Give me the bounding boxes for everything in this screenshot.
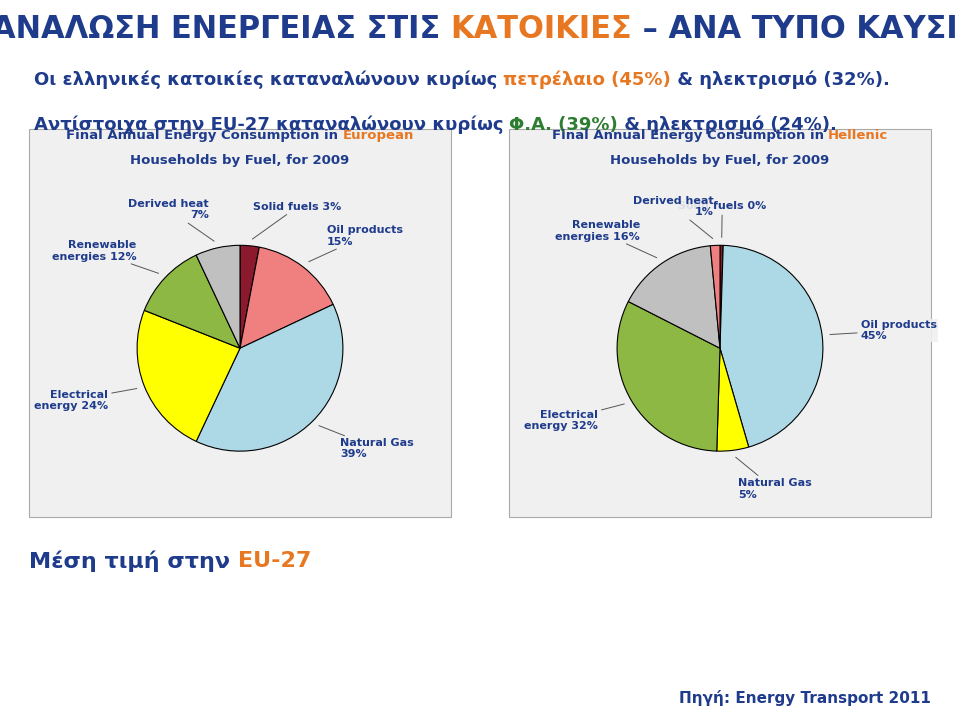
Wedge shape	[240, 247, 333, 348]
Text: Αντίστοιχα στην EU-27 καταναλώνουν κυρίως: Αντίστοιχα στην EU-27 καταναλώνουν κυρίω…	[34, 116, 510, 134]
Text: & ηλεκτρισμό (32%).: & ηλεκτρισμό (32%).	[671, 71, 890, 89]
Text: Final Annual Energy Consumption in: Final Annual Energy Consumption in	[66, 129, 343, 142]
Text: Households by Fuel, for 2009: Households by Fuel, for 2009	[131, 154, 349, 167]
Text: πετρέλαιο (45%): πετρέλαιο (45%)	[503, 71, 671, 89]
Text: Hellenic: Hellenic	[828, 129, 888, 142]
Text: Electrical
energy 24%: Electrical energy 24%	[34, 388, 136, 411]
Text: Oil products
45%: Oil products 45%	[830, 320, 937, 341]
Wedge shape	[240, 246, 259, 348]
Text: Oil products
15%: Oil products 15%	[309, 225, 403, 261]
Wedge shape	[720, 246, 723, 348]
Text: Renewable
energies 12%: Renewable energies 12%	[52, 241, 158, 274]
Text: Πηγή: Energy Transport 2011: Πηγή: Energy Transport 2011	[680, 690, 931, 706]
Wedge shape	[617, 302, 720, 451]
Wedge shape	[196, 246, 240, 348]
Text: EU-27: EU-27	[237, 551, 311, 572]
Text: Natural Gas
39%: Natural Gas 39%	[319, 426, 414, 460]
Text: European: European	[343, 129, 414, 142]
Text: & ηλεκτρισμό (24%).: & ηλεκτρισμό (24%).	[618, 116, 837, 134]
Text: Electrical
energy 32%: Electrical energy 32%	[524, 404, 624, 432]
Text: Derived heat
1%: Derived heat 1%	[633, 195, 713, 238]
Text: Solid fuels 3%: Solid fuels 3%	[252, 202, 342, 239]
Text: ΚΑΤΑΝΑΛΩΣΗ ΕΝΕΡΓΕΙΑΣ ΣΤΙΣ: ΚΑΤΑΝΑΛΩΣΗ ΕΝΕΡΓΕΙΑΣ ΣΤΙΣ	[0, 14, 450, 44]
Text: Renewable
energies 16%: Renewable energies 16%	[556, 220, 657, 258]
Text: Φ.Α. (39%): Φ.Α. (39%)	[510, 116, 618, 134]
Text: Solid fuels 0%: Solid fuels 0%	[678, 201, 766, 238]
Text: Οι ελληνικές κατοικίες καταναλώνουν κυρίως: Οι ελληνικές κατοικίες καταναλώνουν κυρί…	[34, 71, 503, 89]
Text: ΚΑΤΟΙΚΙΕΣ: ΚΑΤΟΙΚΙΕΣ	[450, 14, 633, 44]
Wedge shape	[196, 304, 343, 451]
Wedge shape	[628, 246, 720, 348]
Wedge shape	[710, 246, 720, 348]
Wedge shape	[137, 310, 240, 442]
Text: Final Annual Energy Consumption in: Final Annual Energy Consumption in	[552, 129, 828, 142]
Text: – ΑΝΑ ΤΥΠΟ ΚΑΥΣΙΜΟΥ: – ΑΝΑ ΤΥΠΟ ΚΑΥΣΙΜΟΥ	[633, 14, 960, 44]
Text: Natural Gas
5%: Natural Gas 5%	[735, 457, 811, 500]
Wedge shape	[144, 255, 240, 348]
Text: Derived heat
7%: Derived heat 7%	[129, 199, 214, 241]
Text: Households by Fuel, for 2009: Households by Fuel, for 2009	[611, 154, 829, 167]
Wedge shape	[717, 348, 749, 451]
Text: Μέση τιμή στην: Μέση τιμή στην	[29, 551, 237, 572]
Wedge shape	[720, 246, 823, 447]
